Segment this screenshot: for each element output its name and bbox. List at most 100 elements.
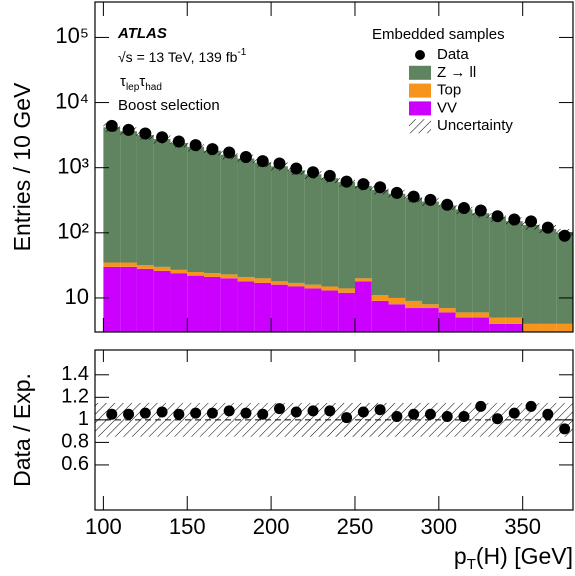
ratio-point	[307, 405, 319, 417]
y-tick-label: 10³	[57, 154, 89, 179]
legend-swatch	[409, 119, 431, 134]
had-sub: had	[145, 82, 162, 93]
stack-bar	[170, 142, 188, 270]
stack-bar	[505, 323, 523, 332]
y-tick-label: 10²	[57, 219, 89, 244]
stack-bar	[254, 278, 272, 283]
y-tick-label: 1	[78, 408, 89, 430]
data-point	[374, 181, 387, 194]
ratio-point	[139, 407, 151, 419]
legend-swatch	[409, 65, 431, 80]
ratio-point	[424, 408, 436, 420]
legend-label: Top	[437, 82, 461, 99]
stack-bar	[204, 276, 221, 332]
data-point	[256, 155, 269, 168]
ratio-point	[156, 406, 168, 418]
stack-bar	[489, 217, 506, 318]
data-point	[508, 213, 521, 226]
data-point	[407, 190, 420, 203]
data-point	[390, 186, 403, 199]
stack-bar	[136, 135, 154, 266]
data-point	[122, 123, 135, 136]
stack-bar	[388, 193, 406, 298]
data-point	[424, 193, 437, 206]
stack-bar	[455, 209, 473, 313]
ratio-point	[441, 410, 453, 422]
stack-bar	[237, 158, 255, 277]
stack-bar	[438, 308, 456, 313]
stack-bar	[321, 178, 339, 287]
stack-bar	[354, 185, 372, 279]
experiment-label: ATLAS	[117, 25, 167, 42]
tau: τ	[139, 73, 145, 90]
data-point	[189, 139, 202, 152]
data-point	[273, 157, 286, 170]
stack-bar	[220, 154, 238, 275]
ratio-point	[508, 407, 520, 419]
stack-bar	[422, 308, 439, 332]
ratio-point	[559, 423, 571, 435]
stack-bar	[187, 275, 205, 332]
stack-bar	[254, 282, 272, 332]
stack-bar	[472, 317, 490, 332]
y-tick-label: 1.4	[61, 363, 89, 385]
data-point	[340, 175, 353, 188]
data-point	[474, 204, 487, 217]
x-tick-label: 350	[504, 514, 541, 539]
legend-label: Data	[437, 46, 469, 63]
ratio-point	[206, 407, 218, 419]
stack-bar	[321, 286, 339, 291]
x-tick-label: 250	[337, 514, 374, 539]
x-label-rest: (H) [GeV]	[476, 543, 573, 569]
legend-marker	[415, 50, 425, 60]
stack-bar	[489, 317, 506, 324]
data-point	[323, 169, 336, 182]
ratio-point	[223, 405, 235, 417]
data-point	[525, 215, 538, 228]
legend-label: Z → ll	[437, 64, 476, 81]
stack-bar	[321, 290, 339, 332]
ratio-point	[391, 410, 403, 422]
stack-bar	[187, 146, 205, 273]
energy-label: √s = 13 TeV, 139 fb-1	[118, 47, 247, 65]
data-point	[441, 198, 454, 211]
stack-bar	[153, 266, 171, 271]
stack-bar	[338, 292, 355, 332]
stack-bar	[522, 224, 540, 324]
ratio-point	[173, 408, 185, 420]
stack-bar	[422, 304, 439, 309]
ratio-point	[408, 408, 420, 420]
energy-sup: -1	[237, 47, 246, 58]
ratio-point	[106, 408, 118, 420]
stack-bar	[271, 284, 288, 332]
stack-bar	[287, 170, 305, 283]
channel-label: τlepτhad	[120, 73, 162, 93]
stack-bar	[204, 273, 221, 277]
ratio-point	[240, 407, 252, 419]
legend-title: Embedded samples	[372, 26, 505, 43]
stack-bar	[153, 139, 171, 267]
stack-bar	[388, 297, 406, 305]
stack-bar	[187, 272, 205, 276]
data-point	[139, 127, 152, 140]
data-point	[491, 210, 504, 223]
ratio-point	[324, 405, 336, 417]
data-point	[541, 221, 554, 234]
legend-label: VV	[437, 99, 457, 116]
legend-label: Uncertainty	[437, 117, 513, 134]
data-point	[206, 143, 219, 156]
stack-bar	[505, 317, 523, 324]
stack-bar	[522, 323, 540, 332]
data-point	[357, 178, 370, 191]
ratio-point	[190, 407, 202, 419]
x-tick-label: 200	[253, 514, 290, 539]
stack-bar	[388, 304, 406, 332]
ratio-point	[290, 406, 302, 418]
stack-bar	[556, 232, 573, 324]
stack-bar	[271, 166, 288, 282]
stack-bar	[304, 288, 322, 332]
stack-bar	[237, 281, 255, 332]
ratio-point	[273, 403, 285, 415]
